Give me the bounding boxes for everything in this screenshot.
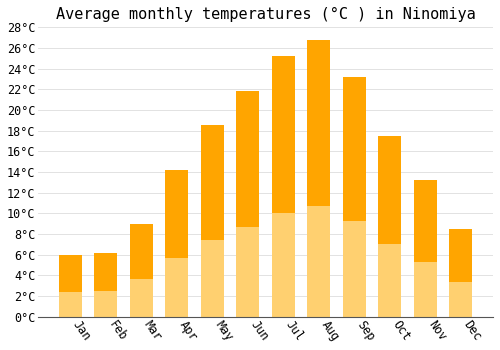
Bar bbox=[236, 91, 260, 226]
Bar bbox=[201, 240, 224, 317]
Bar bbox=[166, 258, 188, 317]
Bar bbox=[378, 244, 402, 317]
Bar bbox=[59, 292, 82, 317]
Bar bbox=[130, 224, 153, 280]
Bar bbox=[308, 206, 330, 317]
Bar bbox=[272, 56, 295, 212]
Bar bbox=[414, 180, 437, 262]
Bar bbox=[94, 253, 118, 291]
Bar bbox=[236, 226, 260, 317]
Bar bbox=[166, 170, 188, 258]
Bar bbox=[308, 40, 330, 206]
Title: Average monthly temperatures (°C ) in Ninomiya: Average monthly temperatures (°C ) in Ni… bbox=[56, 7, 476, 22]
Bar bbox=[201, 126, 224, 240]
Bar bbox=[450, 229, 472, 281]
Bar bbox=[130, 280, 153, 317]
Bar bbox=[450, 281, 472, 317]
Bar bbox=[414, 262, 437, 317]
Bar bbox=[378, 136, 402, 244]
Bar bbox=[343, 77, 366, 221]
Bar bbox=[343, 221, 366, 317]
Bar bbox=[59, 255, 82, 292]
Bar bbox=[94, 291, 118, 317]
Bar bbox=[272, 212, 295, 317]
